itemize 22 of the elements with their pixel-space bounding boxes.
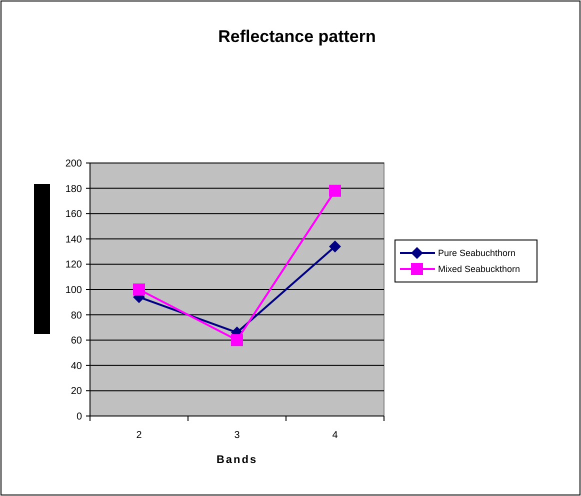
point [329, 240, 341, 252]
y-tick-label: 160 [65, 209, 82, 220]
point [133, 284, 145, 296]
x-tick-label: 2 [136, 430, 142, 441]
y-tick-label: 0 [76, 412, 82, 422]
y-tick-label: 200 [65, 158, 82, 170]
y-tick-label: 20 [70, 386, 82, 398]
legend-label: Pure Seabuchthorn [438, 248, 516, 258]
y-tick-label: 80 [70, 310, 82, 322]
x-axis-title: Bands [216, 454, 258, 466]
point [231, 334, 243, 346]
x-tick-label: 3 [234, 430, 240, 441]
x-tick-label: 4 [332, 430, 338, 441]
y-tick-label: 180 [65, 184, 82, 195]
y-tick-label: 60 [70, 336, 82, 347]
y-tick-label: 40 [70, 360, 82, 372]
y-tick-label: 120 [65, 260, 82, 271]
y-tick-label: 140 [65, 234, 82, 246]
point [329, 184, 341, 197]
chart-title: Reflectance pattern [218, 27, 376, 46]
legend-label: Mixed Seabuckthorn [438, 264, 520, 274]
y-tick-label: 100 [65, 285, 82, 296]
